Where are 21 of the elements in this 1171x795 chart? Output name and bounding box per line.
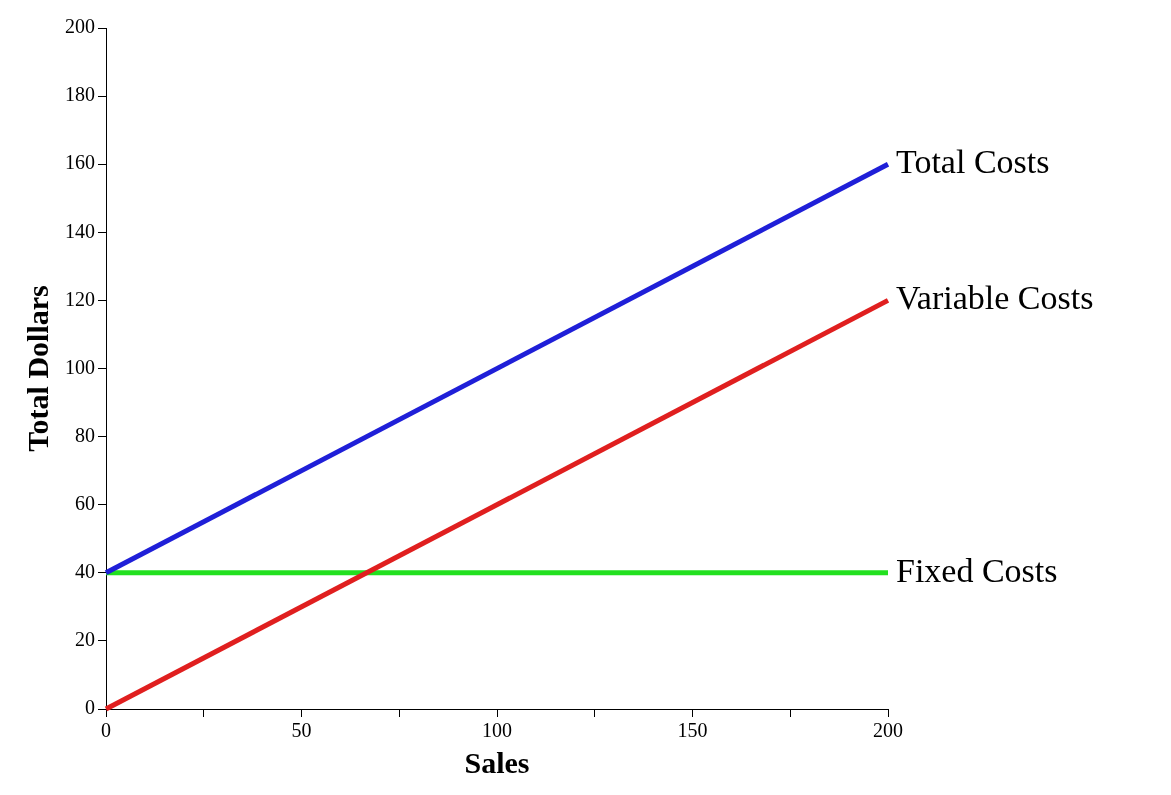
y-tick-label: 200 <box>65 15 95 38</box>
x-tick-label: 0 <box>101 719 111 742</box>
x-axis-title: Sales <box>464 745 530 779</box>
y-tick-label: 140 <box>65 219 95 242</box>
y-tick-label: 100 <box>65 355 95 378</box>
x-tick-label: 200 <box>873 719 903 742</box>
x-tick-label: 150 <box>677 719 708 742</box>
y-tick-label: 160 <box>65 151 95 174</box>
series-label: Total Costs <box>896 143 1050 181</box>
y-tick-label: 60 <box>75 491 95 514</box>
series-label: Fixed Costs <box>896 551 1058 589</box>
y-tick-label: 120 <box>65 287 95 310</box>
y-axis-title: Total Dollars <box>20 285 54 452</box>
y-tick-label: 40 <box>75 560 95 583</box>
x-tick-label: 50 <box>291 719 312 742</box>
y-tick-label: 20 <box>75 628 95 651</box>
series-label: Variable Costs <box>896 279 1094 317</box>
y-tick-label: 0 <box>85 696 95 719</box>
y-tick-label: 180 <box>65 83 95 106</box>
y-tick-label: 80 <box>75 423 95 446</box>
x-tick-label: 100 <box>482 719 512 742</box>
